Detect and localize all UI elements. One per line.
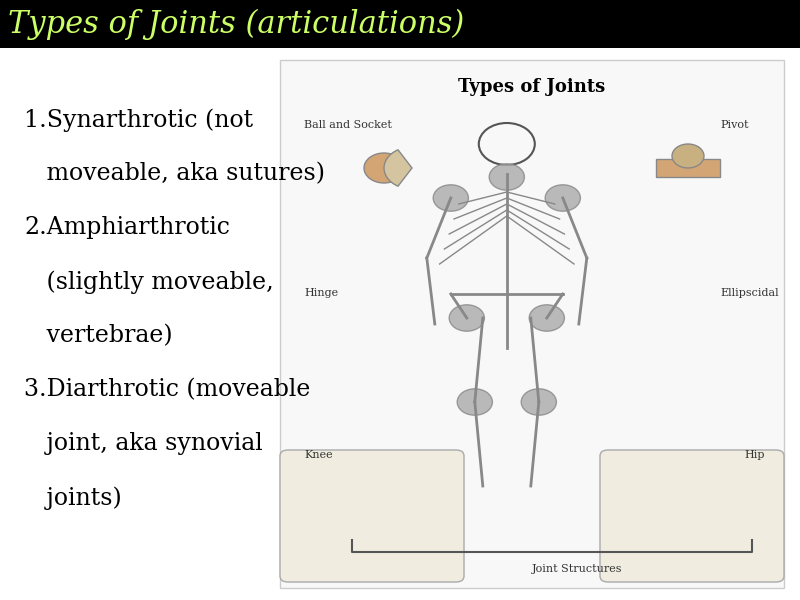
Text: vertebrae): vertebrae) <box>24 324 173 347</box>
Text: (slightly moveable,: (slightly moveable, <box>24 270 274 293</box>
Circle shape <box>489 164 525 190</box>
Text: joints): joints) <box>24 486 122 509</box>
Circle shape <box>449 305 485 331</box>
Bar <box>0 0 800 48</box>
Bar <box>656 159 720 177</box>
Circle shape <box>433 185 468 211</box>
Text: Types of Joints (articulations): Types of Joints (articulations) <box>8 8 464 40</box>
Circle shape <box>522 389 557 415</box>
Text: Pivot: Pivot <box>720 120 749 130</box>
Circle shape <box>672 144 704 168</box>
Text: moveable, aka sutures): moveable, aka sutures) <box>24 162 325 185</box>
Text: Hip: Hip <box>744 450 765 460</box>
Circle shape <box>545 185 581 211</box>
Text: Joint Structures: Joint Structures <box>532 564 622 574</box>
Circle shape <box>457 389 493 415</box>
Text: 1.Synarthrotic (not: 1.Synarthrotic (not <box>24 108 253 131</box>
Circle shape <box>364 153 404 183</box>
Text: 2.Amphiarthrotic: 2.Amphiarthrotic <box>24 216 230 239</box>
Text: joint, aka synovial: joint, aka synovial <box>24 432 262 455</box>
Text: Types of Joints: Types of Joints <box>458 78 606 96</box>
Text: Ball and Socket: Ball and Socket <box>304 120 392 130</box>
Text: Hinge: Hinge <box>304 288 338 298</box>
Text: 3.Diarthrotic (moveable: 3.Diarthrotic (moveable <box>24 378 310 401</box>
Circle shape <box>530 305 565 331</box>
Text: Ellipscidal: Ellipscidal <box>720 288 778 298</box>
Wedge shape <box>384 150 412 186</box>
FancyBboxPatch shape <box>280 450 464 582</box>
Text: Knee: Knee <box>304 450 333 460</box>
FancyBboxPatch shape <box>600 450 784 582</box>
Bar <box>280 60 784 588</box>
